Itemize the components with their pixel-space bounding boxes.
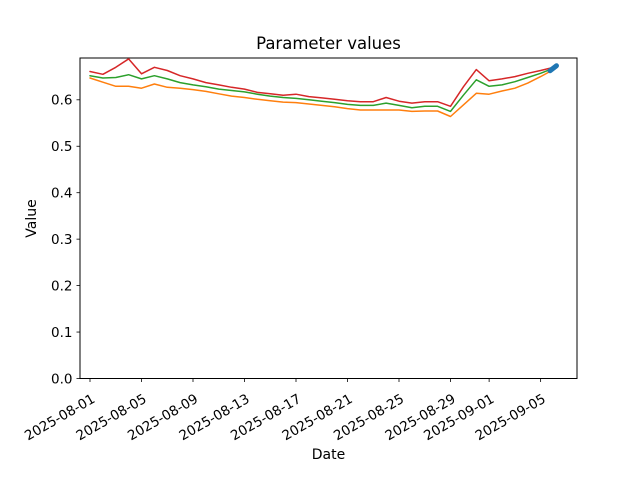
y-tick-label: 0.5 [51,139,72,155]
y-axis-label: Value [24,199,40,237]
series-green-line [89,67,555,113]
plot-area: 0.00.10.20.30.40.50.62025-08-012025-08-0… [22,57,578,444]
axes-spines [79,57,578,379]
y-tick-label: 0.6 [51,93,72,109]
x-axis-label: Date [312,447,345,463]
y-tick-label: 0.1 [51,325,72,341]
latest-point-marker [547,63,559,74]
y-tick-label: 0.2 [51,278,72,294]
series-red-line [89,58,555,108]
y-tick-label: 0.4 [51,186,72,202]
y-tick-label: 0.0 [51,371,72,387]
y-tick-label: 0.3 [51,232,72,248]
chart-title: Parameter values [256,34,401,53]
series-orange-line [89,68,555,118]
